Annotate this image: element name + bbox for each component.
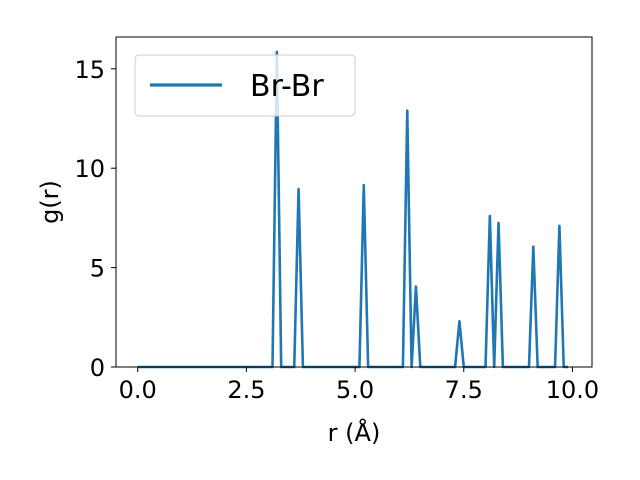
- x-tick-label: 2.5: [227, 376, 265, 404]
- y-tick-label: 0: [90, 354, 105, 382]
- axes-layer: [115, 36, 593, 368]
- x-axis-ticks: 0.0 2.5 5.0 7.5 10.0: [119, 367, 599, 404]
- x-tick-label: 10.0: [546, 376, 599, 404]
- legend-box: [134, 54, 356, 117]
- x-axis-label: r (Å): [328, 418, 381, 447]
- y-tick-label: 10: [74, 155, 105, 183]
- x-tick-label: 7.5: [445, 376, 483, 404]
- axes-frame: [115, 36, 593, 368]
- legend: Br-Br: [134, 54, 356, 117]
- y-tick-label: 15: [74, 56, 105, 84]
- x-tick-label: 0.0: [119, 376, 157, 404]
- x-tick-label: 5.0: [336, 376, 374, 404]
- y-axis-ticks: 0 5 10 15: [74, 56, 116, 382]
- y-axis-label: g(r): [36, 180, 64, 224]
- legend-label-br-br: Br-Br: [250, 69, 324, 104]
- y-tick-label: 5: [90, 255, 105, 283]
